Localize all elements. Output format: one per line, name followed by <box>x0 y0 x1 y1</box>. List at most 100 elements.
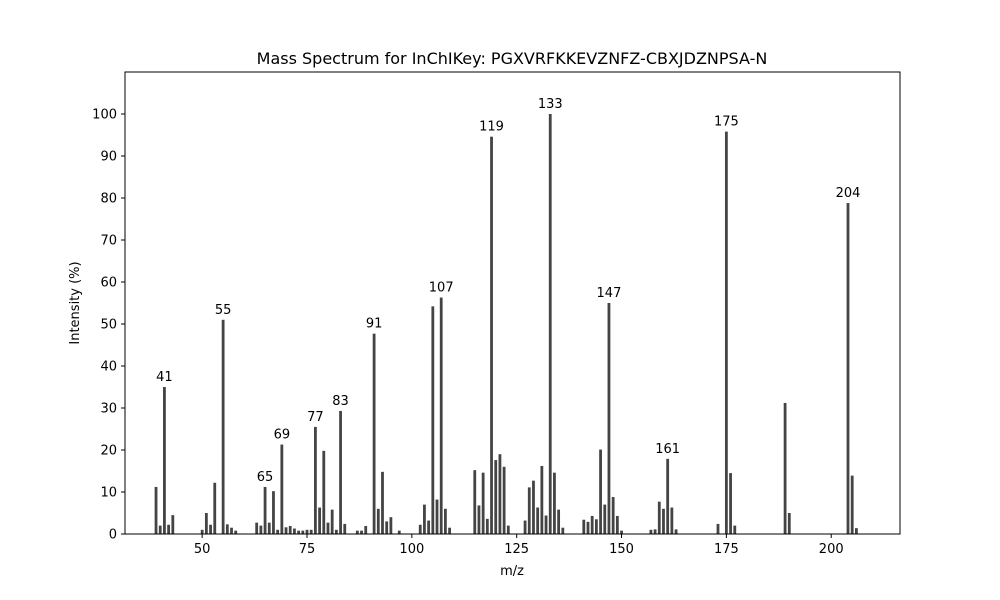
peak-bar <box>674 529 678 534</box>
peak-bar <box>532 480 535 534</box>
peak-bar <box>272 491 275 534</box>
peak-bar <box>729 473 732 534</box>
peak-bar <box>444 508 447 534</box>
peak-bar <box>418 524 422 534</box>
peak-bar <box>326 522 330 534</box>
peak-label: 107 <box>429 281 454 296</box>
peak-bar <box>255 522 259 534</box>
peak-labels: 41 55 65 69 77 83 91 107 119 133 147 161 175 204 <box>156 97 860 485</box>
y-tick-label: 10 <box>100 486 117 501</box>
peak-bar <box>305 529 309 534</box>
peak-bar <box>314 426 317 534</box>
peak-bar <box>293 528 296 534</box>
peak-bar <box>494 460 498 534</box>
peak-bar <box>385 521 389 534</box>
peak-bar <box>204 513 208 534</box>
peak-bar <box>787 513 791 534</box>
y-tick-label: 80 <box>100 192 117 207</box>
peak-label: 175 <box>714 115 739 130</box>
chart-title: Mass Spectrum for InChIKey: PGXVRFKKEVZN… <box>257 49 768 68</box>
peak-bar <box>364 526 368 534</box>
peak-bar <box>225 524 229 534</box>
peak-label: 41 <box>156 370 173 385</box>
peak-bar <box>523 520 527 534</box>
y-tick-label: 0 <box>109 528 117 543</box>
peak-bar <box>360 530 363 534</box>
peak-bar <box>615 515 619 534</box>
peak-bar <box>498 454 502 534</box>
peak-bar <box>850 475 854 534</box>
peak-bar <box>670 507 674 534</box>
peak-bar <box>477 505 481 534</box>
x-axis-label: m/z <box>500 564 524 579</box>
peak-bar <box>318 507 321 534</box>
y-tick-label: 100 <box>92 108 117 123</box>
peak-bar <box>666 458 670 534</box>
peak-bar <box>557 509 561 534</box>
x-tick-label: 100 <box>399 542 424 557</box>
peak-bar <box>200 529 204 534</box>
peak-bar <box>611 497 615 534</box>
peak-bar <box>854 528 858 534</box>
peak-bar <box>594 519 598 534</box>
peak-bar <box>603 504 607 534</box>
peak-bar <box>435 499 439 534</box>
peak-bar <box>397 530 401 534</box>
peak-bar <box>544 515 548 534</box>
peak-bar <box>527 487 531 534</box>
peak-bar <box>506 525 510 534</box>
peak-bar <box>716 523 720 534</box>
peak-bar <box>158 525 162 534</box>
peak-bar <box>431 306 435 534</box>
peak-bar <box>334 529 338 534</box>
peak-bar <box>427 520 431 534</box>
peak-bar <box>322 450 326 534</box>
peak-bar <box>423 504 426 534</box>
peak-bar <box>733 525 737 534</box>
y-tick-label: 60 <box>100 276 117 291</box>
y-tick-label: 50 <box>100 318 117 333</box>
peak-bar <box>586 521 590 534</box>
peak-bar <box>439 297 443 534</box>
peak-bar <box>536 507 540 534</box>
peak-bar <box>481 472 485 534</box>
peak-bar <box>154 486 158 534</box>
peak-bar <box>276 529 280 534</box>
peak-label: 65 <box>257 470 274 485</box>
peak-bar <box>653 529 657 534</box>
peak-bar <box>561 527 565 534</box>
peak-bar <box>548 114 552 534</box>
y-axis-label: Intensity (%) <box>68 261 83 344</box>
peak-bar <box>343 523 347 534</box>
peak-bar <box>540 465 544 534</box>
peak-bar <box>372 333 376 534</box>
peak-bar <box>783 402 787 534</box>
plot-area-frame <box>124 71 901 535</box>
peak-bar <box>301 530 305 534</box>
peak-bar <box>297 530 301 534</box>
peak-bar <box>288 526 292 534</box>
y-axis-ticks: 0 10 20 30 40 50 60 70 80 90 100 <box>92 108 125 543</box>
peak-label: 55 <box>215 303 232 318</box>
y-tick-label: 70 <box>100 234 117 249</box>
peak-bar <box>355 530 359 534</box>
peak-bar <box>309 529 313 534</box>
peak-bar <box>263 486 267 534</box>
peak-bar <box>330 509 334 534</box>
x-tick-label: 200 <box>819 542 844 557</box>
peak-bar <box>230 527 233 534</box>
x-tick-label: 50 <box>194 542 211 557</box>
peak-bar <box>209 524 212 534</box>
peak-bar <box>167 524 171 534</box>
peak-bar <box>339 410 342 534</box>
peak-bar <box>620 530 623 534</box>
peak-bar <box>502 466 506 534</box>
peak-bar <box>221 319 225 534</box>
peak-label: 91 <box>366 317 383 332</box>
peak-bar <box>280 444 284 534</box>
peak-label: 204 <box>836 186 861 201</box>
peak-bars <box>154 114 858 535</box>
y-tick-label: 40 <box>100 360 117 375</box>
peak-bar <box>376 508 380 534</box>
peak-bar <box>171 515 175 534</box>
